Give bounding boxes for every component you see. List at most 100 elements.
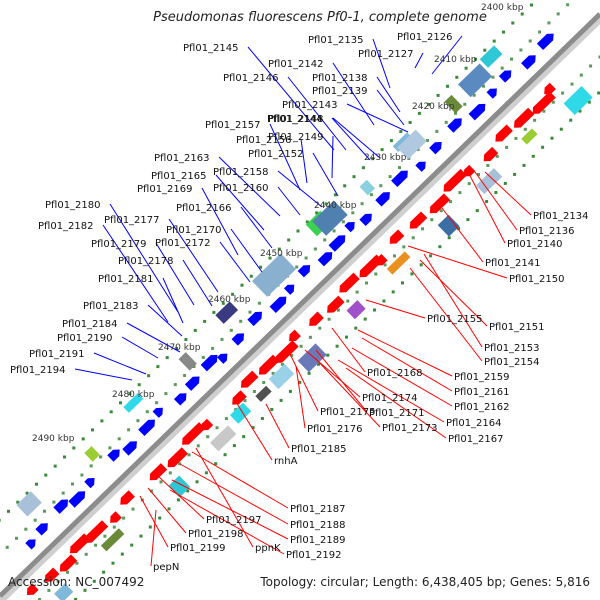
forward-gene-arrow — [429, 142, 442, 155]
reverse-gene-arrow-shape — [59, 554, 78, 572]
ring-dot — [215, 426, 219, 430]
ring-dot — [343, 184, 347, 188]
gene-labels: Pfl01_2126 Pfl01_2127 Pfl01_2135 Pfl01_2138… — [10, 32, 589, 573]
ring-dot — [474, 57, 477, 61]
gene-label: Pfl01_2159 — [454, 372, 510, 383]
ring-dot — [192, 365, 196, 368]
gene-label: Pfl01_2172 — [155, 238, 211, 249]
ring-dot — [214, 462, 218, 466]
forward-gene-arrow — [84, 478, 95, 489]
gene-label: Pfl01_2141 — [485, 258, 541, 269]
annotation-block — [444, 94, 463, 114]
ring-dot — [7, 509, 10, 513]
reverse-gene-arrow-shape — [258, 354, 280, 375]
annotation-block-shape — [210, 425, 237, 452]
forward-gene-arrow — [328, 235, 346, 252]
ring-dot — [556, 12, 560, 16]
ring-dot — [444, 120, 448, 124]
ring-dot — [510, 57, 513, 61]
ring-dot — [531, 154, 535, 158]
ring-dot — [317, 362, 320, 366]
ring-dot — [109, 410, 113, 414]
ring-dot — [252, 390, 256, 393]
leader-line — [407, 245, 508, 279]
leader-line — [277, 186, 301, 216]
gene-label: Pfl01_2192 — [286, 550, 342, 561]
annotation-block — [215, 301, 239, 324]
leader-line — [179, 463, 289, 525]
annotation-block-large-shape — [251, 253, 297, 297]
forward-gene-arrow — [391, 170, 408, 188]
ring-dot — [388, 175, 392, 179]
annotation-block — [168, 475, 191, 498]
ring-dot — [457, 227, 461, 231]
ring-dot — [402, 245, 406, 249]
forward-gene-arrow-shape — [173, 393, 187, 406]
ring-dot — [119, 401, 122, 405]
gene-label: ppnK — [255, 543, 281, 554]
annotation-block — [178, 352, 197, 371]
kbp-ticks: 2400 kbp 2410 kbp 2420 kbp 2430 kbp 2440 kbp… — [32, 3, 524, 444]
leader-line — [332, 62, 375, 126]
gene-label: Pfl01_2173 — [382, 423, 438, 434]
annotation-block-large-shape — [458, 63, 493, 98]
forward-gene-arrow-shape — [231, 333, 245, 346]
ring-dot — [139, 534, 143, 538]
annotation-block — [255, 385, 272, 402]
leader-line — [357, 329, 453, 377]
ring-dot — [467, 182, 471, 186]
ring-dot — [475, 209, 479, 213]
forward-gene-arrow-shape — [429, 142, 442, 155]
leader-line — [409, 267, 483, 362]
leader-line — [155, 242, 195, 306]
annotation-block-large — [396, 129, 427, 160]
ring-dot — [239, 319, 243, 323]
ring-dot — [421, 227, 424, 231]
kbp-tick-label: 2400 kbp — [481, 3, 524, 13]
ring-dot — [231, 292, 235, 296]
leader-line — [441, 207, 484, 263]
ring-dot — [271, 371, 275, 375]
ring-dot — [240, 283, 244, 287]
ring-dot — [206, 435, 210, 439]
ring-dot — [251, 426, 255, 430]
accession-label: Accession: NC_007492 — [8, 575, 145, 589]
gene-label: Pfl01_2139 — [312, 86, 368, 97]
gene-label: Pfl01_2157 — [205, 120, 261, 131]
forward-gene-arrow — [138, 419, 155, 437]
forward-gene-arrow — [297, 265, 311, 278]
forward-gene-arrow — [247, 311, 262, 327]
leader-line — [465, 167, 506, 244]
annotation-block — [84, 446, 100, 462]
leader-line — [376, 89, 405, 126]
reverse-gene-arrow — [85, 520, 109, 543]
leader-line — [345, 367, 447, 439]
reverse-gene-arrow — [149, 463, 168, 481]
forward-gene-arrow — [269, 296, 287, 314]
reverse-gene-arrow-shape — [375, 253, 388, 266]
ring-dot — [354, 326, 358, 330]
ring-dot — [159, 480, 163, 484]
annotation-block-large — [312, 200, 348, 236]
leader-line — [219, 241, 251, 283]
ring-dot — [128, 392, 132, 396]
forward-gene-arrow — [184, 376, 200, 391]
ring-dot — [122, 516, 126, 520]
ring-dot — [220, 337, 224, 341]
ring-dot — [186, 489, 190, 493]
ring-dot — [92, 579, 96, 583]
ring-dot — [187, 453, 191, 457]
ring-dot — [446, 84, 449, 88]
ring-dot — [327, 317, 331, 321]
forward-gene-arrow-shape — [152, 407, 163, 418]
ring-dot — [361, 166, 365, 170]
reverse-gene-arrow — [375, 253, 388, 266]
ring-dot — [505, 145, 509, 149]
forward-gene-arrow — [359, 213, 372, 227]
ring-dot — [145, 410, 149, 414]
annotation-block — [297, 343, 327, 373]
forward-gene-arrow — [231, 333, 245, 346]
ring-dot — [47, 588, 51, 592]
ring-dot — [299, 344, 303, 348]
ring-dot — [38, 598, 41, 600]
